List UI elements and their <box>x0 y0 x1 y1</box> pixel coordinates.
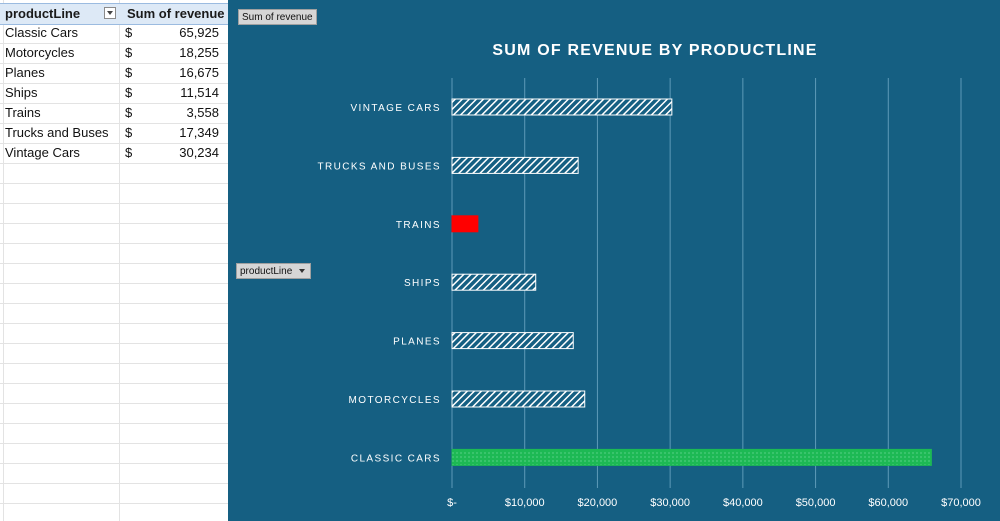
sheet-gridline <box>0 43 228 44</box>
x-tick-label: $10,000 <box>505 497 545 509</box>
x-tick-labels: $- $10,000 $20,000 $30,000 $40,000 $50,000 $60… <box>447 497 981 509</box>
sheet-gridline <box>0 123 228 124</box>
category-label: VINTAGE CARS <box>350 103 441 114</box>
currency-symbol: $ <box>125 65 133 80</box>
sheet-gridline <box>0 283 228 284</box>
row-field-header: productLine <box>5 6 81 21</box>
sheet-gridline <box>0 483 228 484</box>
chevron-down-icon <box>299 269 306 273</box>
chart-area[interactable]: SUM OF REVENUE BY PRODUCTLINE CLASSIC CA… <box>228 0 1000 521</box>
currency-symbol: $ <box>125 105 133 120</box>
revenue-bar-chart: SUM OF REVENUE BY PRODUCTLINE CLASSIC CA… <box>317 42 981 509</box>
bars <box>451 98 932 466</box>
sheet-gridline <box>0 403 228 404</box>
bar[interactable] <box>451 273 537 291</box>
sheet-gridline <box>0 103 228 104</box>
sheet-gridline <box>3 0 4 521</box>
bar[interactable] <box>451 98 673 116</box>
row-value: 11,514 <box>180 85 219 100</box>
pivot-row[interactable]: Vintage Cars $30,234 <box>0 143 228 163</box>
sheet-gridline <box>0 303 228 304</box>
pivot-sheet: productLine Sum of revenue Classic Cars $… <box>0 0 228 521</box>
x-tick-label: $70,000 <box>941 497 981 509</box>
pivot-header-row: productLine Sum of revenue <box>0 3 228 25</box>
sheet-gridline <box>0 243 228 244</box>
gridlines <box>451 78 962 488</box>
category-label: CLASSIC CARS <box>351 453 441 464</box>
pivot-row[interactable]: Trucks and Buses $17,349 <box>0 123 228 143</box>
row-label: Motorcycles <box>5 45 75 60</box>
sheet-gridline <box>0 363 228 364</box>
row-value: 30,234 <box>179 145 219 160</box>
category-label: PLANES <box>393 337 441 348</box>
bar[interactable] <box>451 448 932 466</box>
sheet-gridline <box>0 63 228 64</box>
sheet-gridline <box>0 223 228 224</box>
row-value: 17,349 <box>179 125 219 140</box>
sheet-gridline <box>0 503 228 504</box>
pivot-row[interactable]: Motorcycles $18,255 <box>0 43 228 63</box>
currency-symbol: $ <box>125 145 133 160</box>
bar[interactable] <box>451 215 479 233</box>
sheet-gridline <box>0 83 228 84</box>
sheet-gridline <box>0 203 228 204</box>
category-label: MOTORCYCLES <box>349 395 441 406</box>
currency-symbol: $ <box>125 85 133 100</box>
x-tick-label: $- <box>447 497 457 509</box>
sheet-gridline <box>119 0 120 521</box>
currency-symbol: $ <box>125 45 133 60</box>
values-field-button[interactable]: Sum of revenue <box>238 9 317 25</box>
sheet-gridline <box>0 383 228 384</box>
sheet-gridline <box>0 183 228 184</box>
axis-field-button[interactable]: productLine <box>236 263 312 279</box>
sheet-gridline <box>0 163 228 164</box>
row-label: Trucks and Buses <box>5 125 109 140</box>
x-tick-label: $50,000 <box>796 497 836 509</box>
category-label: TRAINS <box>396 220 441 231</box>
sheet-gridline <box>0 463 228 464</box>
currency-symbol: $ <box>125 25 133 40</box>
row-value: 18,255 <box>179 45 219 60</box>
x-tick-label: $60,000 <box>868 497 908 509</box>
row-value: 16,675 <box>179 65 219 80</box>
row-label: Planes <box>5 65 45 80</box>
category-labels: CLASSIC CARS MOTORCYCLES PLANES SHIPS TRAINS… <box>317 103 441 464</box>
x-tick-label: $30,000 <box>650 497 690 509</box>
sheet-gridline <box>0 423 228 424</box>
sheet-gridline <box>0 143 228 144</box>
value-field-header: Sum of revenue <box>127 6 225 21</box>
pivot-row[interactable]: Ships $11,514 <box>0 83 228 103</box>
bar[interactable] <box>451 390 586 408</box>
row-label: Ships <box>5 85 38 100</box>
row-filter-dropdown-icon[interactable] <box>104 7 116 19</box>
row-label: Vintage Cars <box>5 145 80 160</box>
axis-field-label: productLine <box>240 266 293 277</box>
sheet-gridline <box>0 323 228 324</box>
row-label: Trains <box>5 105 41 120</box>
category-label: SHIPS <box>404 278 441 289</box>
sheet-gridline <box>0 443 228 444</box>
sheet-gridline <box>0 343 228 344</box>
pivot-row[interactable]: Classic Cars $65,925 <box>0 23 228 43</box>
x-tick-label: $20,000 <box>578 497 618 509</box>
pivot-row[interactable]: Trains $3,558 <box>0 103 228 123</box>
row-label: Classic Cars <box>5 25 78 40</box>
category-label: TRUCKS AND BUSES <box>317 161 441 172</box>
bar[interactable] <box>451 332 574 350</box>
row-value: 3,558 <box>186 105 219 120</box>
bar[interactable] <box>451 156 579 174</box>
pivot-row[interactable]: Planes $16,675 <box>0 63 228 83</box>
chart-title: SUM OF REVENUE BY PRODUCTLINE <box>492 42 817 59</box>
currency-symbol: $ <box>125 125 133 140</box>
sheet-gridline <box>0 263 228 264</box>
row-value: 65,925 <box>179 25 219 40</box>
x-tick-label: $40,000 <box>723 497 763 509</box>
